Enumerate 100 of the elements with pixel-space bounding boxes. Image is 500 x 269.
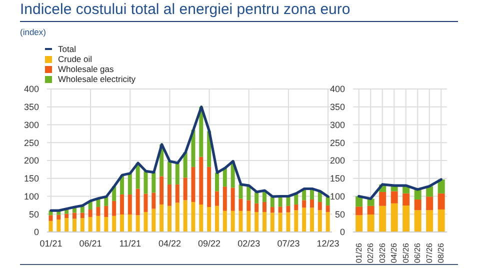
x-tick-label: 11/21: [119, 238, 142, 248]
bar: [254, 203, 259, 212]
bar: [222, 186, 227, 211]
bar: [80, 218, 84, 232]
bar: [302, 200, 306, 208]
y-tick-label: 250: [330, 138, 345, 148]
bar: [254, 192, 259, 204]
bar: [222, 168, 227, 187]
bar: [96, 216, 100, 232]
bar: [56, 214, 61, 220]
x-tick-label: 04/26: [390, 242, 399, 264]
legend-label: Total: [58, 44, 76, 54]
bar: [238, 198, 243, 211]
bar: [278, 212, 282, 232]
y-tick-label: 300: [24, 120, 39, 130]
bar: [112, 216, 116, 232]
bar: [104, 206, 108, 217]
bar: [310, 208, 314, 232]
bar: [246, 200, 251, 211]
y-tick-label: 300: [330, 120, 345, 130]
y-tick-label: 350: [24, 102, 39, 112]
bar: [183, 178, 188, 200]
bar: [318, 210, 322, 232]
bar: [207, 166, 212, 207]
bar: [230, 210, 235, 232]
bar: [72, 212, 76, 219]
bar: [356, 215, 363, 232]
bar: [414, 210, 422, 232]
bar: [136, 215, 140, 232]
bar: [167, 161, 172, 184]
bar: [88, 216, 92, 232]
x-tick-label: 08/26: [436, 242, 446, 264]
bar: [160, 204, 164, 232]
bar: [48, 220, 53, 232]
y-tick-label: 350: [330, 102, 345, 112]
bar: [207, 206, 212, 232]
y-tick-label: 200: [330, 156, 345, 166]
bar: [426, 210, 434, 232]
bar: [214, 191, 219, 206]
bar: [191, 166, 196, 202]
bar: [152, 208, 156, 232]
bar: [294, 204, 298, 210]
bar: [80, 212, 84, 218]
x-tick-label: 06/21: [79, 238, 102, 248]
bar: [286, 212, 290, 232]
bar: [230, 188, 235, 211]
bar: [152, 192, 156, 209]
bar: [160, 176, 164, 204]
bar: [175, 202, 180, 232]
bar: [326, 212, 330, 232]
x-tick-label: 01/26: [354, 242, 364, 264]
bar: [254, 212, 259, 232]
bar: [128, 173, 132, 194]
bar: [144, 212, 148, 232]
chart-subtitle: (index): [20, 27, 46, 37]
bar: [302, 208, 306, 232]
line-series: [50, 106, 330, 212]
bar: [175, 184, 180, 203]
bar: [438, 193, 445, 210]
x-tick-label: 07/23: [277, 238, 300, 248]
bar: [262, 212, 266, 232]
bar: [310, 199, 314, 208]
x-tick-label: 06/26: [413, 242, 422, 264]
bar: [120, 214, 124, 232]
bar: [246, 210, 251, 232]
bar: [270, 212, 274, 232]
bar: [88, 209, 92, 217]
y-tick-label: 400: [24, 84, 39, 94]
bar: [144, 194, 148, 212]
bar: [402, 206, 410, 232]
bar: [356, 206, 363, 216]
bar: [270, 206, 274, 213]
x-tick-label: 07/26: [424, 242, 434, 264]
x-tick-label: 02/23: [238, 238, 260, 248]
bar: [136, 188, 140, 216]
bar: [390, 203, 398, 232]
bar: [112, 200, 116, 216]
y-tick-label: 50: [334, 209, 345, 220]
bar: [128, 214, 132, 232]
bar: [72, 218, 76, 232]
y-tick-label: 0: [34, 227, 39, 238]
bar: [438, 179, 445, 194]
bar: [199, 204, 204, 232]
bar: [426, 196, 434, 210]
bar: [167, 184, 172, 206]
bar: [56, 219, 61, 232]
y-tick-label: 400: [330, 84, 345, 94]
legend-label: Wholesale gas: [58, 64, 114, 74]
bar: [238, 210, 243, 232]
line-series: [358, 178, 442, 200]
x-tick-label: 04/22: [158, 238, 181, 248]
x-tick-label: 05/26: [401, 242, 410, 264]
y-tick-label: 250: [24, 138, 39, 148]
bar: [414, 199, 422, 210]
bar: [64, 214, 69, 218]
bar: [379, 206, 386, 232]
y-tick-label: 200: [24, 156, 39, 166]
bar: [96, 206, 100, 216]
bar: [238, 184, 243, 199]
bar: [214, 172, 219, 192]
